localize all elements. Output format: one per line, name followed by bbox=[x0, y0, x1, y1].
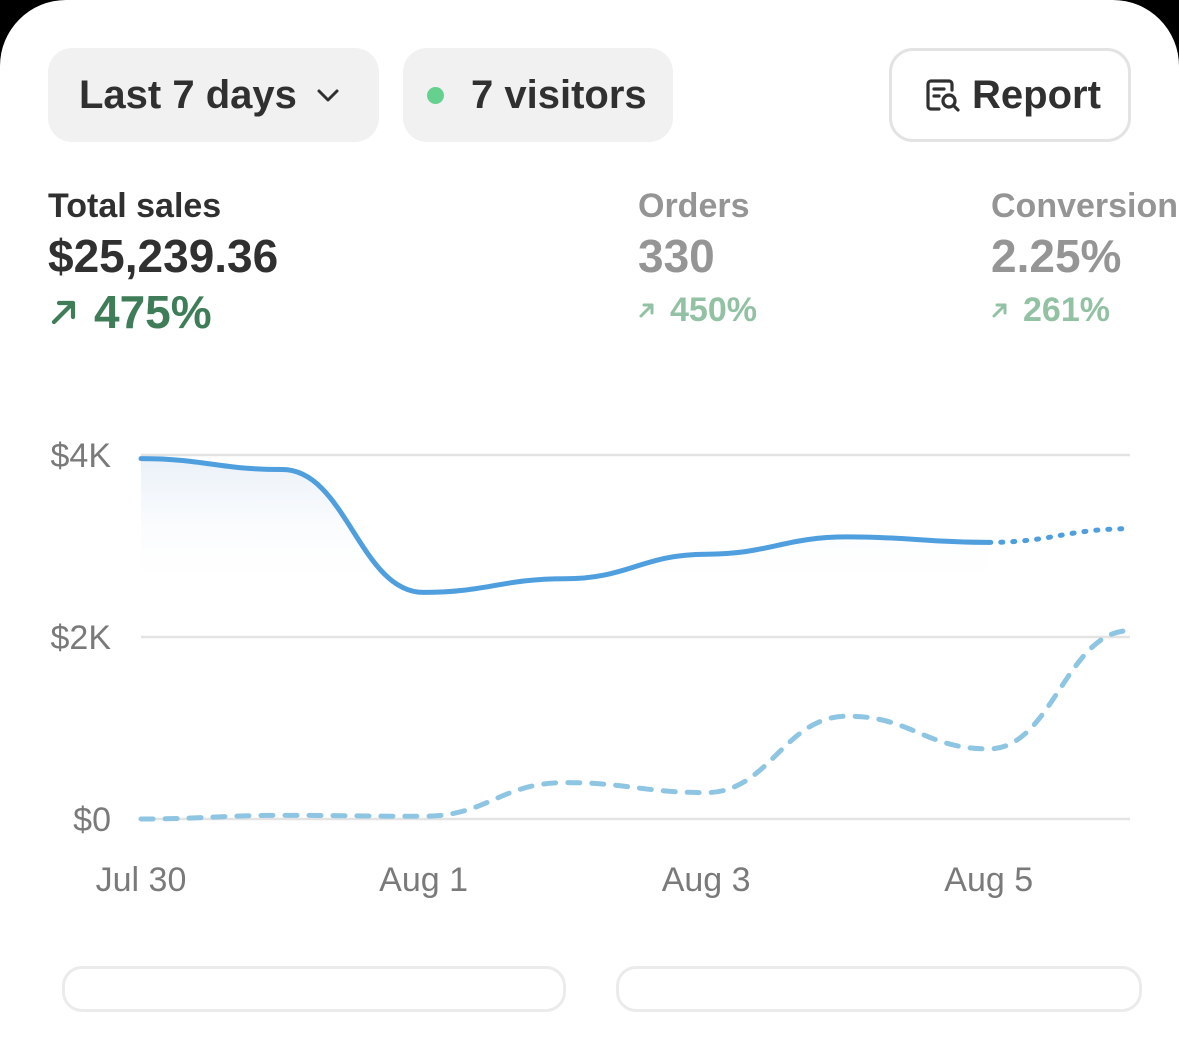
next-card bbox=[62, 966, 566, 1012]
x-tick-label: Aug 5 bbox=[944, 861, 1033, 899]
arrow-up-right-icon bbox=[991, 301, 1009, 319]
series-line-comparison bbox=[141, 631, 1130, 819]
metric-label: Conversion bbox=[991, 184, 1178, 228]
metric-delta: 261% bbox=[991, 288, 1178, 332]
y-tick-label: $2K bbox=[51, 619, 112, 657]
metric-orders[interactable]: Orders 330 450% bbox=[638, 184, 757, 332]
date-range-dropdown[interactable]: Last 7 days bbox=[48, 48, 379, 142]
y-tick-label: $0 bbox=[73, 801, 111, 839]
date-range-label: Last 7 days bbox=[79, 73, 297, 118]
arrow-up-right-icon bbox=[48, 296, 80, 328]
series-line-projection bbox=[989, 529, 1130, 543]
arrow-up-right-icon bbox=[638, 301, 656, 319]
visitors-label: 7 visitors bbox=[471, 73, 647, 118]
metric-label: Orders bbox=[638, 184, 757, 228]
x-tick-label: Aug 3 bbox=[662, 861, 751, 899]
series-area bbox=[141, 459, 989, 593]
metric-delta-value: 450% bbox=[670, 288, 757, 332]
live-visitors-badge[interactable]: 7 visitors bbox=[403, 48, 673, 142]
metric-delta-value: 261% bbox=[1023, 288, 1110, 332]
metric-delta-value: 475% bbox=[94, 286, 212, 338]
report-label: Report bbox=[972, 73, 1101, 118]
chevron-down-icon bbox=[315, 82, 341, 108]
x-tick-label: Jul 30 bbox=[96, 861, 187, 899]
next-card bbox=[616, 966, 1142, 1012]
metric-value: $25,239.36 bbox=[48, 228, 278, 284]
metric-value: 2.25% bbox=[991, 228, 1178, 284]
report-button[interactable]: Report bbox=[889, 48, 1131, 142]
metric-delta: 475% bbox=[48, 286, 278, 338]
y-tick-label: $4K bbox=[51, 437, 112, 475]
metric-label: Total sales bbox=[48, 184, 278, 228]
metric-total-sales[interactable]: Total sales $25,239.36 475% bbox=[48, 184, 278, 338]
sales-line-chart[interactable]: $0 $2K $4K Jul 30 Aug 1 Aug 3 Aug 5 bbox=[0, 400, 1179, 920]
report-search-icon bbox=[922, 75, 962, 115]
x-tick-label: Aug 1 bbox=[379, 861, 468, 899]
chart-canvas: $0 $2K $4K Jul 30 Aug 1 Aug 3 Aug 5 bbox=[0, 400, 1179, 920]
metric-delta: 450% bbox=[638, 288, 757, 332]
live-dot-icon bbox=[427, 87, 444, 104]
metric-value: 330 bbox=[638, 228, 757, 284]
metric-conversion[interactable]: Conversion 2.25% 261% bbox=[991, 184, 1178, 332]
